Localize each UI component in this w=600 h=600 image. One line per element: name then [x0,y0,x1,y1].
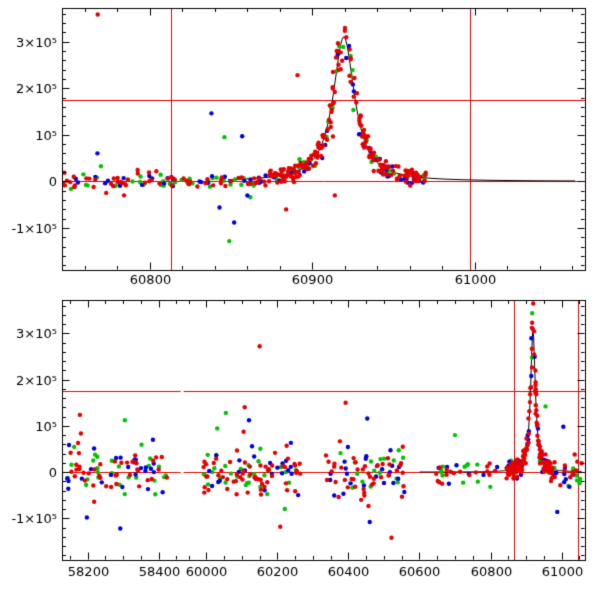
light-curve-canvas [0,0,600,600]
light-curve-figure [0,0,600,600]
